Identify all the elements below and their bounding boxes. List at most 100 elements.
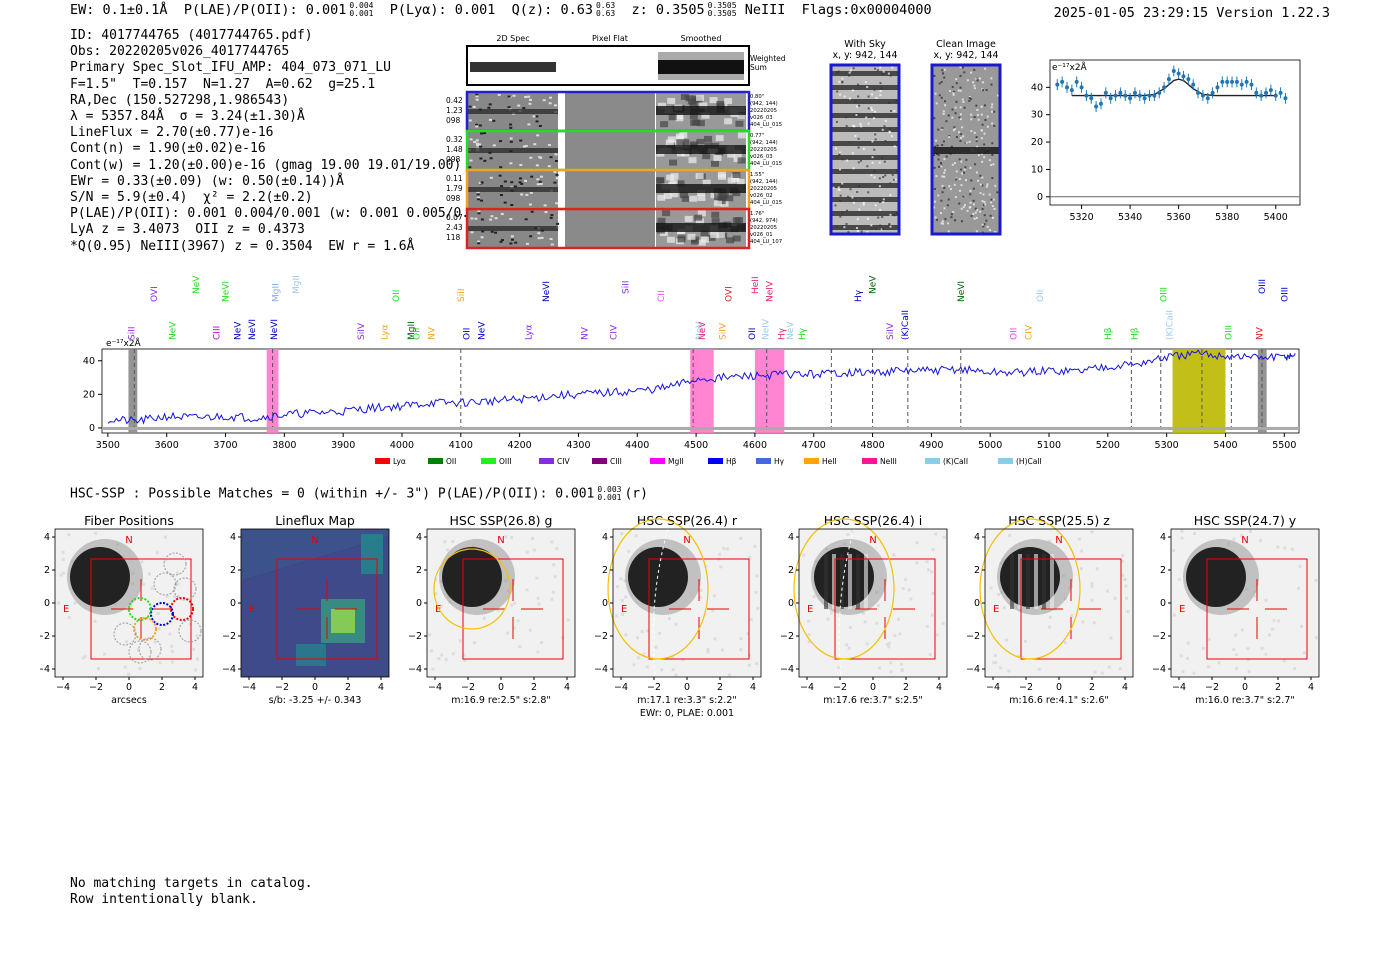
x-tick-label: −2 [647, 682, 661, 693]
zoom-data-point [1268, 84, 1273, 96]
line-label: NeV [477, 321, 487, 340]
svg-text:NeVI: NeVI [270, 319, 280, 340]
line-label: NeVI [542, 281, 552, 302]
line-label: MgII [407, 321, 417, 340]
svg-text:Lyα: Lyα [524, 324, 534, 340]
line-label: NeVI [270, 319, 280, 340]
y-tick-label: 0 [230, 598, 236, 609]
zoom-x-tick-label: 5400 [1264, 212, 1288, 223]
svg-text:CIV: CIV [1024, 324, 1034, 340]
y-tick-label: 0 [416, 598, 422, 609]
svg-text:SiIV: SiIV [357, 322, 367, 340]
zoom-data-point [1200, 90, 1205, 102]
legend-entry: HeII [804, 457, 837, 466]
line-label: Hγ [854, 289, 864, 302]
line-label: NV [580, 326, 590, 340]
spectrum-shaded-region [690, 349, 714, 433]
y-tick-label: −2 [40, 631, 50, 642]
x-tick-label: 2 [1275, 682, 1281, 693]
panel-title: HSC SSP(26.4) i [824, 513, 922, 528]
cutout-row-meta: (942, 144) [750, 101, 778, 107]
svg-text:OII: OII [748, 328, 758, 340]
cutout-row-meta: 20220205 [750, 108, 777, 114]
cutout-row-meta: 20220205 [750, 186, 777, 192]
line-label: Lyα [380, 324, 390, 340]
fiber-circle [178, 619, 202, 643]
panel-caption: m:16.0 re:3.7" s:2.7" [1195, 695, 1295, 706]
imaging-panel: HSC SSP(26.4) r N E −4 −4 −2 −2 0 0 2 2 4 4 m:17.1 re… [594, 513, 762, 719]
x-tick-label: 0 [684, 682, 690, 693]
spectrum-x-tick-label: 4400 [625, 440, 649, 451]
line-label: NV [1256, 326, 1266, 340]
line-label: OII [413, 328, 423, 340]
cutout-row-meta: 1.55" [750, 172, 764, 178]
zoom-data-point [1239, 79, 1244, 91]
panel-caption-2: EWr: 0, PLAE: 0.001 [640, 708, 734, 719]
x-tick-label: 0 [498, 682, 504, 693]
east-label: E [993, 604, 999, 615]
north-label: N [125, 535, 132, 546]
north-label: N [869, 535, 876, 546]
info-block: ID: 4017744765 (4017744765.pdf) Obs: 2022… [70, 28, 500, 255]
svg-text:NeIV: NeIV [761, 318, 771, 340]
panel-title: Fiber Positions [84, 513, 174, 528]
cutout-row-frame [465, 207, 751, 250]
y-tick-label: 2 [974, 565, 980, 576]
spectrum-x-tick-label: 3800 [272, 440, 296, 451]
svg-text:OIII: OIII [1224, 325, 1234, 340]
x-tick-label: 2 [345, 682, 351, 693]
y-tick-label: 4 [1160, 532, 1166, 543]
cutout-row-meta: 0.80" [750, 94, 764, 100]
svg-text:(H)CaII: (H)CaII [1016, 457, 1042, 466]
footer-line-1: No matching targets in catalog. [70, 876, 313, 891]
cutout-row-stat: 1.23 [446, 106, 463, 115]
aperture-ellipse [979, 518, 1081, 660]
cutout-col-title: 2D Spec [496, 34, 529, 43]
line-label: NeV [233, 321, 243, 340]
header-summary: EW: 0.1±0.1Å P(LAE)/P(OII): 0.001 0.004 0.… [70, 1, 932, 19]
line-label: (K)CaII [901, 310, 911, 340]
line-label: NeV [695, 321, 705, 340]
x-tick-label: 2 [1089, 682, 1095, 693]
info-line: Primary Spec_Slot_IFU_AMP: 404_073_071_L… [70, 60, 391, 76]
weighted-strip [658, 52, 744, 80]
line-label: OVI [724, 286, 734, 302]
line-label: NeV [786, 321, 796, 340]
y-tick-label: −4 [40, 664, 50, 675]
panel-caption: s/b: -3.25 +/- 0.343 [269, 695, 362, 706]
spectrum-y-tick-label: 20 [83, 389, 95, 400]
imaging-panels: Fiber Positions N E −4 −4 −2 −2 0 0 2 2 4 4 arcsecs Li… [40, 513, 1320, 719]
x-tick-label: −2 [89, 682, 103, 693]
line-label: OII [748, 328, 758, 340]
zoom-plot-area [1049, 59, 1301, 206]
east-label: E [63, 604, 69, 615]
aperture-ellipse [793, 518, 895, 660]
svg-text:NeVI: NeVI [957, 281, 967, 302]
north-label: N [683, 535, 690, 546]
panel-caption: m:17.1 re:3.3" s:2.2" [637, 695, 737, 706]
zoom-data-point [1157, 87, 1162, 99]
y-tick-label: 4 [44, 532, 50, 543]
line-label: OII [1010, 328, 1020, 340]
zoom-data-point [1060, 76, 1065, 88]
svg-text:CIII: CIII [213, 326, 223, 340]
svg-text:NeV: NeV [169, 321, 179, 340]
spectrum-x-tick-label: 5200 [1096, 440, 1120, 451]
spectrum-x-tick-label: 3500 [96, 440, 120, 451]
spectrum-x-tick-label: 5500 [1272, 440, 1296, 451]
plya-value: P(Lyα): 0.001 [389, 2, 496, 18]
x-tick-label: 4 [936, 682, 942, 693]
imaging-panel: HSC SSP(26.8) g N E −4 −4 −2 −2 0 0 2 2 4 4 m:16.9 re… [408, 513, 576, 706]
info-line: LineFlux = 2.70(±0.77)e-16 [70, 125, 274, 141]
zoom-data-point [1055, 79, 1060, 91]
cutout-row-meta: (942, 144) [750, 140, 778, 146]
zoom-data-point [1220, 76, 1225, 88]
spectrum-unit-label: e⁻¹⁷x2Å [106, 337, 142, 349]
x-tick-label: 0 [1242, 682, 1248, 693]
x-tick-label: 0 [126, 682, 132, 693]
y-tick-label: 0 [602, 598, 608, 609]
zoom-data-point [1098, 98, 1103, 110]
svg-text:NV: NV [1256, 326, 1266, 340]
flags-value: Flags:0x00004000 [801, 2, 932, 18]
